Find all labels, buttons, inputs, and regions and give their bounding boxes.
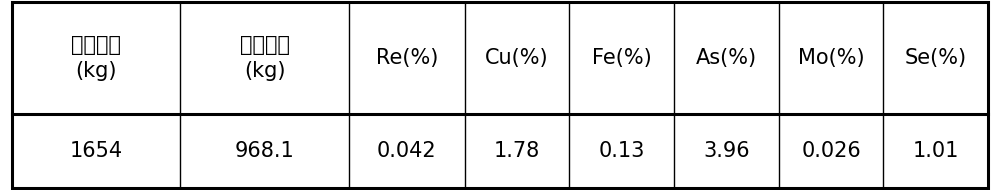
Text: 968.1: 968.1 <box>235 141 294 161</box>
Text: 湿脱杂渣
(kg): 湿脱杂渣 (kg) <box>71 35 121 81</box>
Text: 0.13: 0.13 <box>599 141 645 161</box>
Text: 1.01: 1.01 <box>912 141 959 161</box>
Text: Fe(%): Fe(%) <box>592 48 652 68</box>
Text: Re(%): Re(%) <box>376 48 438 68</box>
Text: As(%): As(%) <box>696 48 757 68</box>
Text: 1.78: 1.78 <box>494 141 540 161</box>
Text: Se(%): Se(%) <box>905 48 967 68</box>
Text: 1654: 1654 <box>70 141 123 161</box>
Text: 0.042: 0.042 <box>377 141 437 161</box>
Text: Mo(%): Mo(%) <box>798 48 864 68</box>
Text: 3.96: 3.96 <box>703 141 750 161</box>
Text: 干脱杂渣
(kg): 干脱杂渣 (kg) <box>240 35 290 81</box>
Text: Cu(%): Cu(%) <box>485 48 549 68</box>
Text: 0.026: 0.026 <box>801 141 861 161</box>
